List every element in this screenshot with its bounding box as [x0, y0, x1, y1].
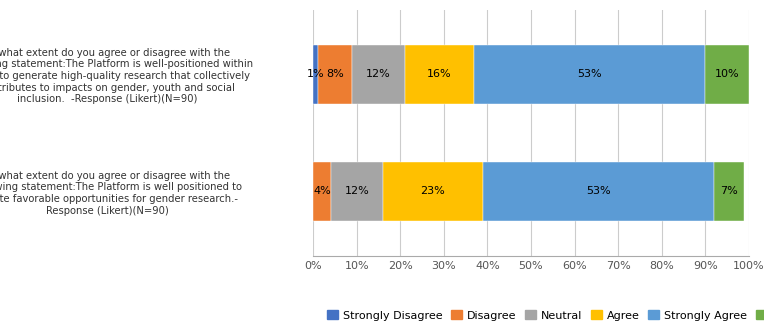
Bar	[331, 162, 383, 221]
Text: 12%: 12%	[366, 69, 391, 79]
Bar	[483, 162, 714, 221]
Bar	[383, 162, 483, 221]
Bar	[313, 162, 331, 221]
Text: 8%: 8%	[326, 69, 344, 79]
Text: 16%: 16%	[427, 69, 452, 79]
Bar	[352, 45, 405, 104]
Bar	[474, 45, 705, 104]
Text: 10%: 10%	[714, 69, 740, 79]
Bar	[405, 45, 474, 104]
Legend: Strongly Disagree, Disagree, Neutral, Agree, Strongly Agree, I don't know: Strongly Disagree, Disagree, Neutral, Ag…	[322, 306, 764, 325]
Text: 4%: 4%	[313, 186, 331, 196]
Text: 7%: 7%	[720, 186, 738, 196]
Text: 53%: 53%	[578, 69, 602, 79]
Bar	[318, 45, 352, 104]
Bar	[313, 45, 318, 104]
Text: 23%: 23%	[421, 186, 445, 196]
Text: 53%: 53%	[586, 186, 610, 196]
Text: 12%: 12%	[345, 186, 369, 196]
Text: 1%: 1%	[306, 69, 324, 79]
Bar	[714, 162, 744, 221]
Bar	[705, 45, 749, 104]
